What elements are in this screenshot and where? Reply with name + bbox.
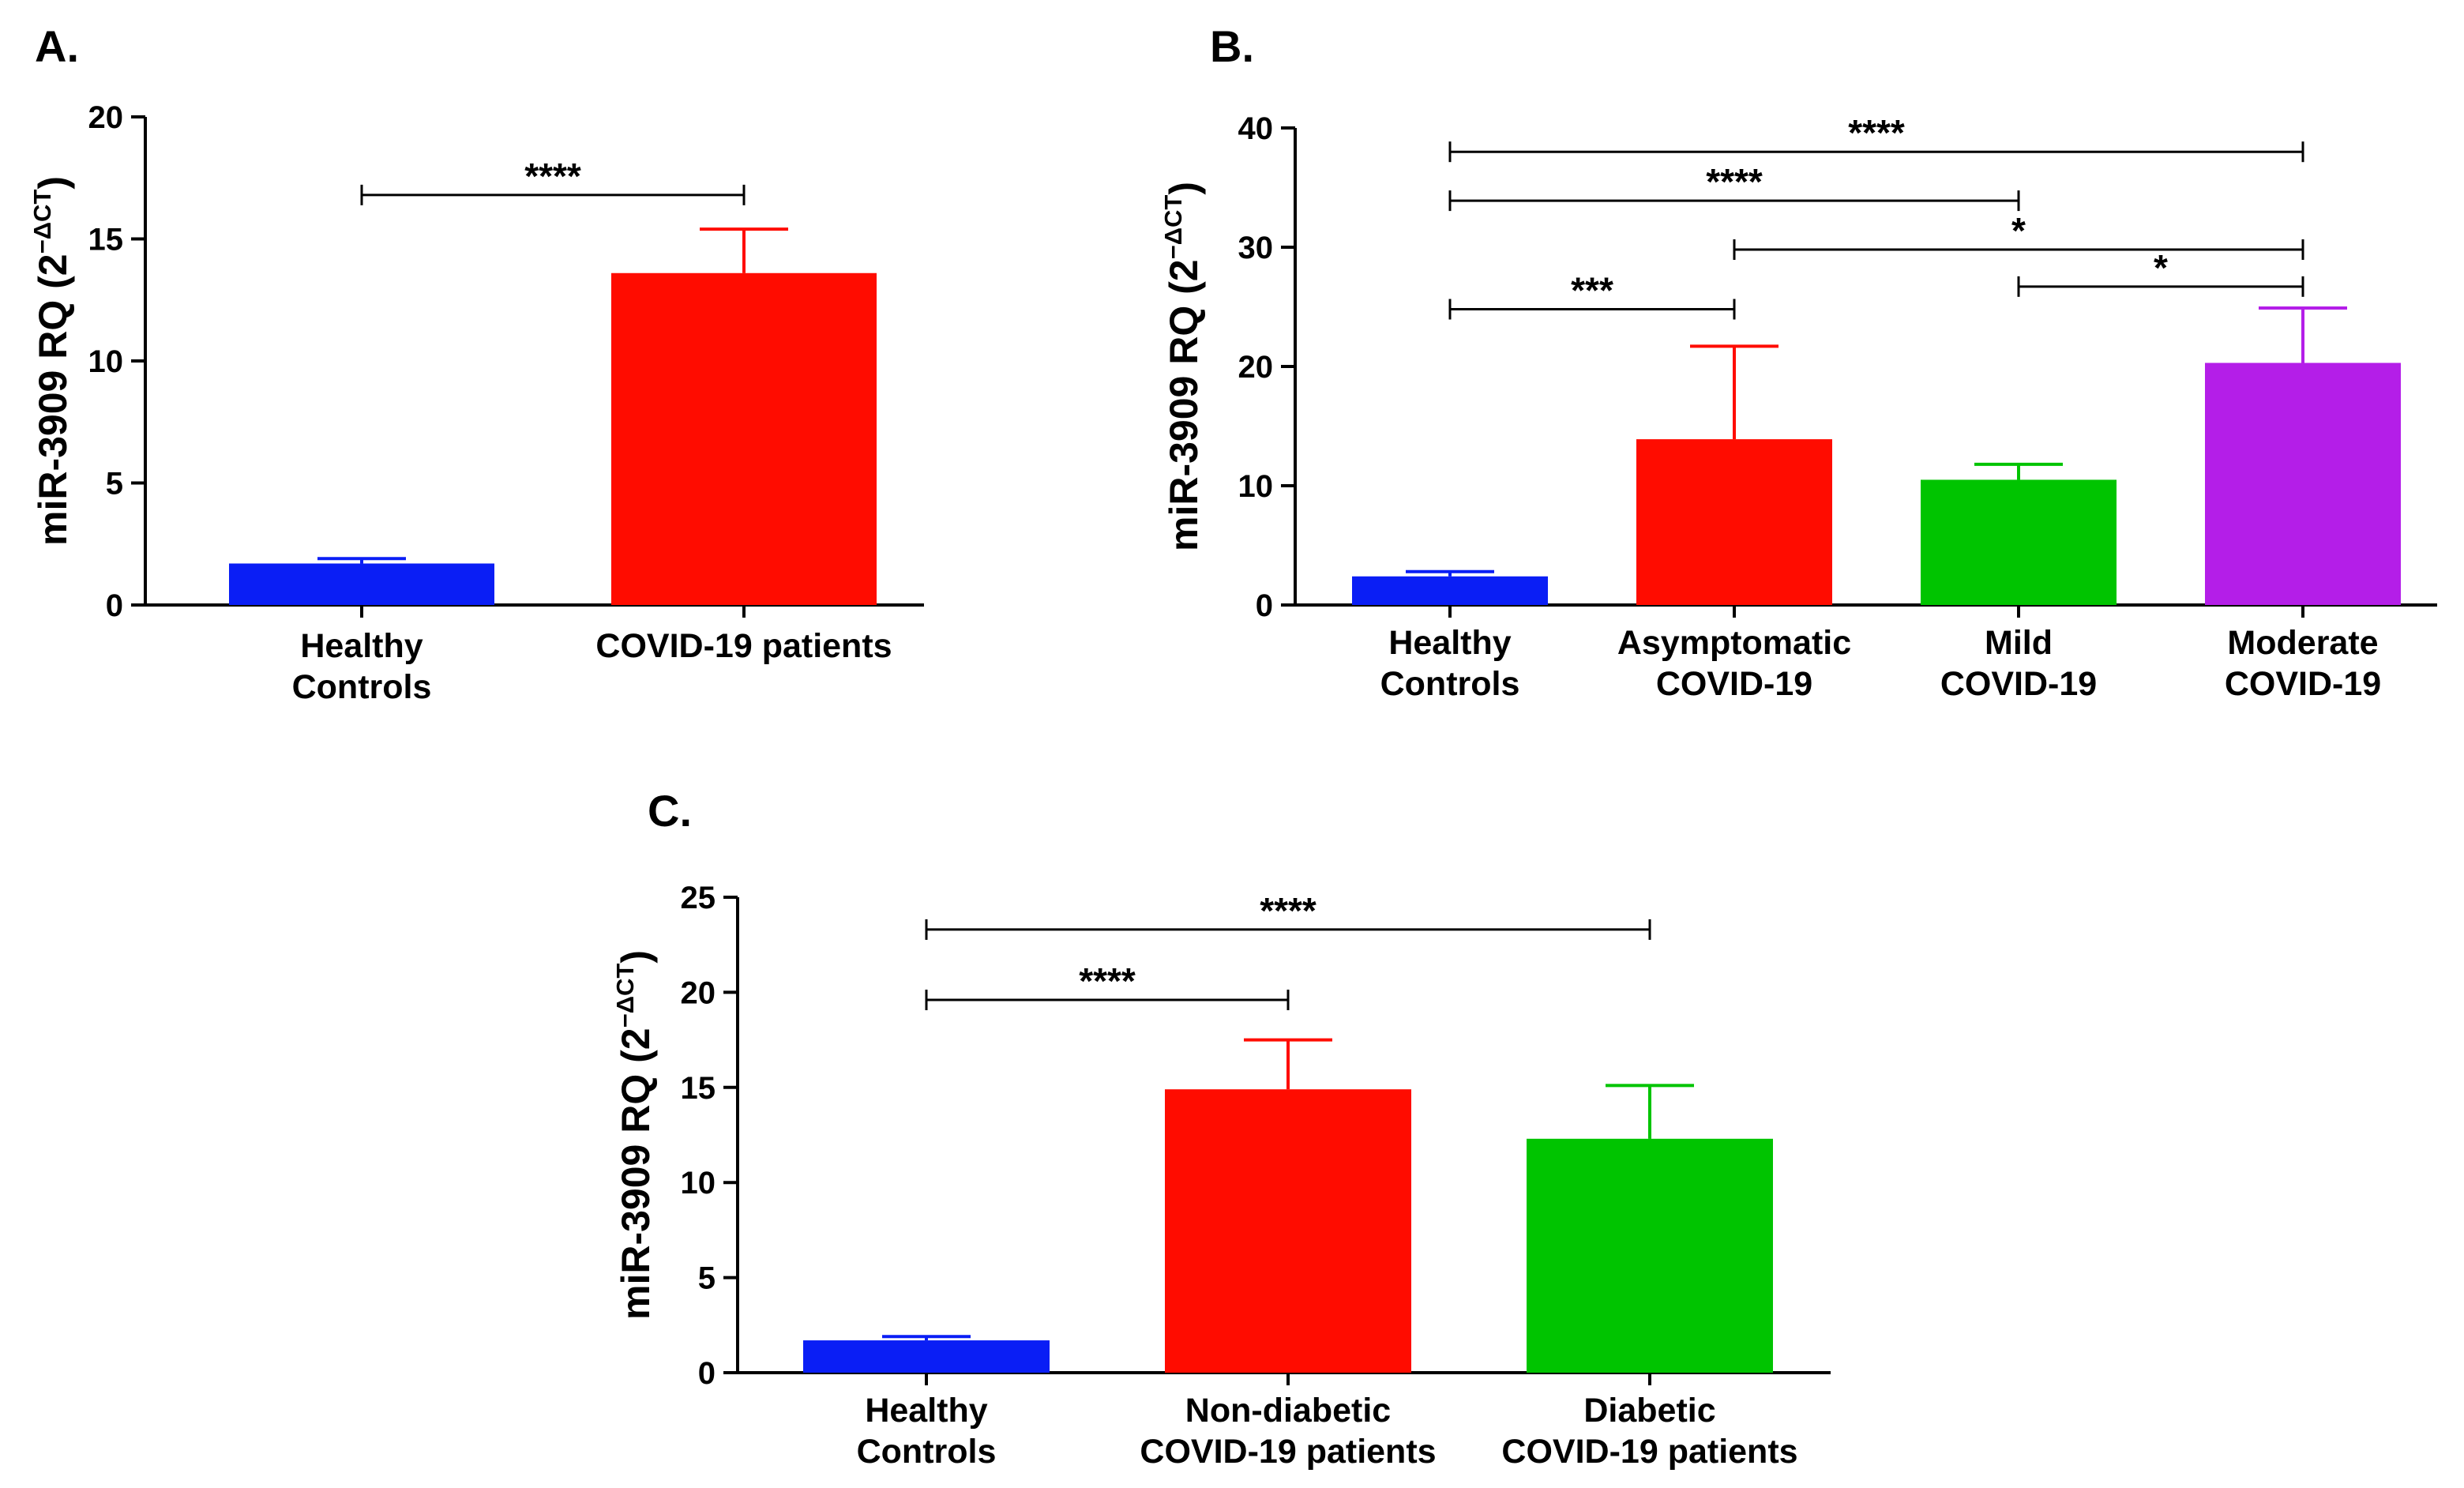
category-label-b-3: Moderate COVID-19: [2225, 624, 2381, 703]
y-axis-title-close-b: ): [1162, 182, 1206, 195]
panel-b: B. 0 10 20 30 40 miR-3909 RQ (2−ΔCT) Healthy Con…: [1159, 21, 2437, 703]
y-axis-title-b: miR-3909 RQ (2−ΔCT): [1159, 182, 1206, 551]
category-label-c-1: Non-diabetic COVID-19 patients: [1140, 1392, 1436, 1471]
significance-label-c-1: ****: [1260, 890, 1317, 931]
category-label-c-2: Diabetic COVID-19 patients: [1501, 1392, 1797, 1471]
y-tick-label-b-1: 10: [1238, 469, 1274, 504]
y-tick-label-a-4: 20: [88, 100, 124, 135]
significance-label-b-4: ****: [1848, 112, 1905, 153]
y-tick-label-b-0: 0: [1256, 588, 1273, 623]
y-tick-label-c-3: 15: [681, 1071, 716, 1106]
category-label-line-c-2-1: COVID-19 patients: [1501, 1433, 1797, 1471]
category-label-line-b-2-0: Mild: [1985, 624, 2053, 662]
y-axis-title-c: miR-3909 RQ (2−ΔCT): [611, 950, 658, 1320]
bar-b-3: [2205, 363, 2401, 605]
bar-a-1: [611, 273, 877, 605]
bar-b-1: [1636, 439, 1832, 605]
category-label-line-c-2-0: Diabetic: [1583, 1392, 1715, 1430]
category-label-c-0: Healthy Controls: [857, 1392, 997, 1471]
figure: A.05101520miR-3909 RQ (2−ΔCT)Healthy Cont…: [0, 0, 2464, 1488]
y-tick-label-b-2: 20: [1238, 350, 1274, 385]
significance-label-b-2: *: [2011, 210, 2026, 251]
category-label-line-b-1-1: COVID-19: [1656, 665, 1812, 703]
category-label-line-c-1-0: Non-diabetic: [1185, 1392, 1391, 1430]
y-tick-label-c-1: 5: [698, 1261, 716, 1296]
bar-a-0: [229, 563, 494, 605]
category-label-line-c-1-1: COVID-19 patients: [1140, 1433, 1436, 1471]
y-tick-label-c-4: 20: [681, 975, 716, 1010]
category-label-line-b-2-1: COVID-19: [1940, 665, 2097, 703]
y-tick-label-c-5: 25: [681, 881, 716, 915]
y-axis-title-superscript-b: −ΔCT: [1159, 195, 1187, 260]
bar-b-0: [1352, 577, 1548, 605]
y-tick-label-c-0: 0: [698, 1356, 716, 1391]
category-label-line-a-1-0: COVID-19 patients: [595, 627, 892, 665]
y-axis-title-close-c: ): [614, 950, 658, 964]
panel-c: C. 0 5 10 15 20 25 miR-3909 RQ (2−ΔCT) Healthy Co…: [611, 786, 1831, 1471]
y-axis-title-main-c: miR-3909 RQ (2: [614, 1028, 658, 1320]
y-tick-label-a-1: 5: [106, 467, 123, 502]
bar-c-1: [1165, 1089, 1411, 1373]
category-label-line-b-1-0: Asymptomatic: [1617, 624, 1851, 662]
category-label-line-a-0-0: Healthy: [300, 627, 423, 665]
panel-label-b: B.: [1210, 21, 1254, 71]
bar-c-2: [1527, 1139, 1773, 1373]
y-tick-label-c-2: 10: [681, 1166, 716, 1201]
y-axis-title-superscript-a: −ΔCT: [28, 190, 56, 254]
category-label-line-c-0-0: Healthy: [865, 1392, 987, 1430]
category-label-line-b-0-1: Controls: [1380, 665, 1520, 703]
category-label-line-b-3-0: Moderate: [2227, 624, 2378, 662]
significance-label-c-0: ****: [1079, 960, 1136, 1001]
panel-label-c: C.: [648, 786, 692, 836]
y-axis-title-main-b: miR-3909 RQ (2: [1162, 259, 1206, 551]
significance-label-b-3: ****: [1706, 161, 1763, 202]
y-axis-title-superscript-c: −ΔCT: [611, 964, 639, 1028]
y-tick-label-b-3: 30: [1238, 231, 1274, 265]
panel-label-a: A.: [35, 21, 79, 71]
y-tick-label-a-3: 15: [88, 223, 124, 257]
significance-label-b-1: *: [2154, 247, 2168, 288]
category-label-a-1: COVID-19 patients: [595, 627, 892, 665]
y-tick-label-a-2: 10: [88, 344, 124, 379]
category-label-line-a-0-1: Controls: [292, 668, 432, 706]
category-label-line-b-0-0: Healthy: [1388, 624, 1511, 662]
category-label-line-c-0-1: Controls: [857, 1433, 997, 1471]
bar-c-0: [803, 1340, 1050, 1373]
significance-label-a-0: ****: [524, 156, 581, 197]
category-label-b-2: Mild COVID-19: [1940, 624, 2097, 703]
category-label-line-b-3-1: COVID-19: [2225, 665, 2381, 703]
category-label-b-0: Healthy Controls: [1380, 624, 1520, 703]
y-axis-title-main-a: miR-3909 RQ (2: [31, 254, 75, 546]
y-tick-label-a-0: 0: [106, 588, 123, 623]
y-axis-title-a: miR-3909 RQ (2−ΔCT): [28, 176, 75, 546]
bar-b-2: [1921, 479, 2117, 605]
category-label-a-0: Healthy Controls: [292, 627, 432, 706]
y-axis-title-close-a: ): [31, 176, 75, 190]
panel-a: A. 0 5 10 15 20 miR-3909 RQ (2−ΔCT) Healthy Cont…: [28, 21, 924, 706]
significance-label-b-0: ***: [1571, 270, 1613, 311]
category-label-b-1: Asymptomatic COVID-19: [1617, 624, 1851, 703]
y-tick-label-b-4: 40: [1238, 111, 1274, 146]
